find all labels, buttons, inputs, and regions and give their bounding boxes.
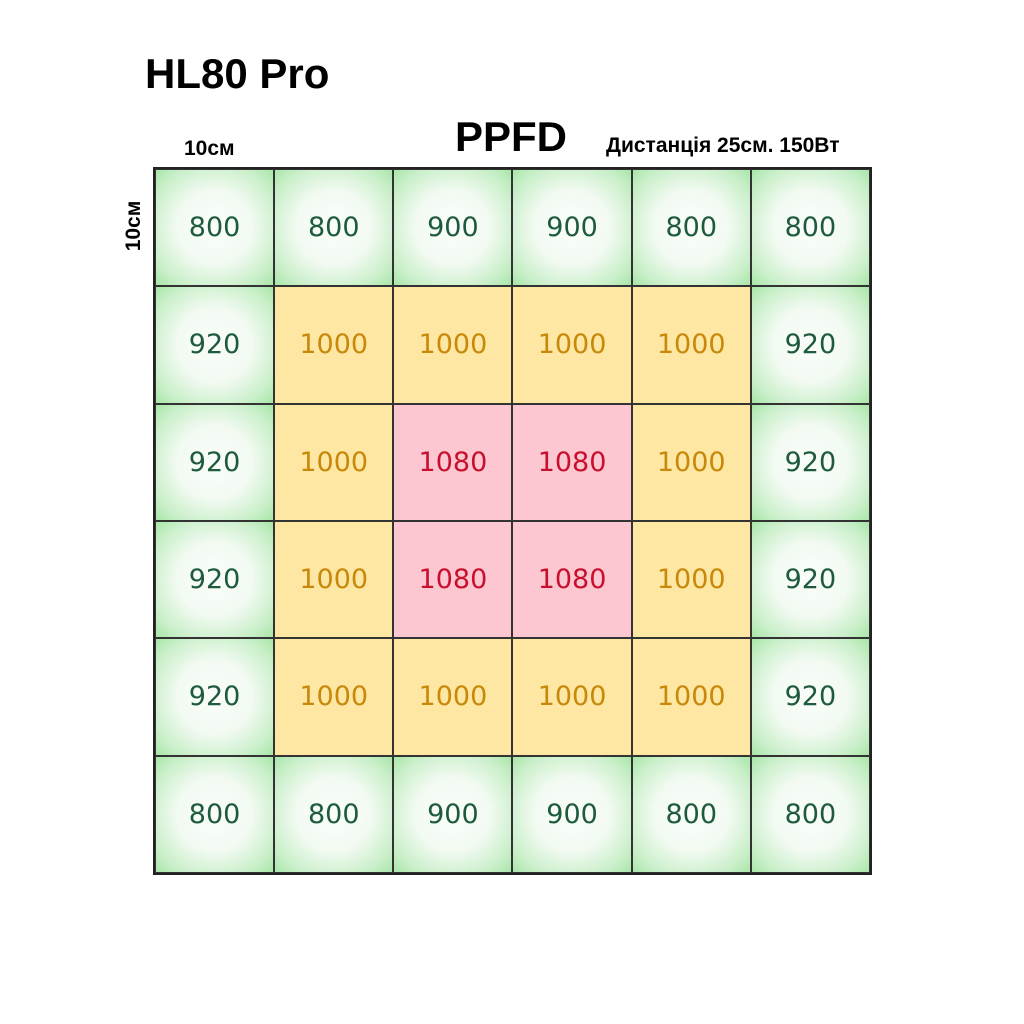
ppfd-cell-r3-c5: 1000: [631, 403, 751, 521]
ppfd-cell-r6-c1: 800: [155, 755, 275, 873]
x-scale-label: 10см: [184, 137, 235, 160]
ppfd-cell-r2-c3: 1000: [393, 286, 513, 404]
ppfd-cell-r2-c6: 920: [750, 286, 870, 404]
ppfd-cell-r1-c4: 900: [512, 169, 632, 287]
ppfd-cell-r5-c4: 1000: [512, 638, 632, 756]
ppfd-cell-r2-c2: 1000: [274, 286, 394, 404]
ppfd-cell-r4-c1: 920: [155, 521, 275, 639]
ppfd-cell-r4-c5: 1000: [631, 521, 751, 639]
ppfd-cell-r4-c2: 1000: [274, 521, 394, 639]
ppfd-cell-r6-c6: 800: [750, 755, 870, 873]
ppfd-cell-r4-c4: 1080: [512, 521, 632, 639]
ppfd-cell-r6-c2: 800: [274, 755, 394, 873]
product-title: HL80 Pro: [145, 50, 330, 97]
ppfd-cell-r1-c2: 800: [274, 169, 394, 287]
ppfd-cell-r3-c6: 920: [750, 403, 870, 521]
ppfd-cell-r1-c5: 800: [631, 169, 751, 287]
chart-title: PPFD: [455, 113, 568, 160]
ppfd-cell-r5-c2: 1000: [274, 638, 394, 756]
ppfd-cell-r6-c5: 800: [631, 755, 751, 873]
ppfd-cell-r3-c3: 1080: [393, 403, 513, 521]
ppfd-cell-r6-c4: 900: [512, 755, 632, 873]
ppfd-cell-r6-c3: 900: [393, 755, 513, 873]
ppfd-cell-r2-c5: 1000: [631, 286, 751, 404]
ppfd-cell-r1-c1: 800: [155, 169, 275, 287]
ppfd-cell-r5-c3: 1000: [393, 638, 513, 756]
ppfd-cell-r5-c1: 920: [155, 638, 275, 756]
ppfd-cell-r2-c1: 920: [155, 286, 275, 404]
ppfd-cell-r5-c5: 1000: [631, 638, 751, 756]
ppfd-cell-r5-c6: 920: [750, 638, 870, 756]
ppfd-cell-r3-c2: 1000: [274, 403, 394, 521]
ppfd-cell-r4-c6: 920: [750, 521, 870, 639]
ppfd-cell-r3-c1: 920: [155, 403, 275, 521]
ppfd-cell-r4-c3: 1080: [393, 521, 513, 639]
ppfd-cell-r1-c3: 900: [393, 169, 513, 287]
distance-power-subtitle: Дистанція 25см. 150Вт: [606, 134, 840, 157]
ppfd-grid: 800 800 900 900 800 800 920 1000 1000 1000 1000 920…: [153, 167, 872, 875]
ppfd-cell-r2-c4: 1000: [512, 286, 632, 404]
y-scale-label: 10см: [122, 200, 145, 252]
ppfd-cell-r3-c4: 1080: [512, 403, 632, 521]
ppfd-cell-r1-c6: 800: [750, 169, 870, 287]
